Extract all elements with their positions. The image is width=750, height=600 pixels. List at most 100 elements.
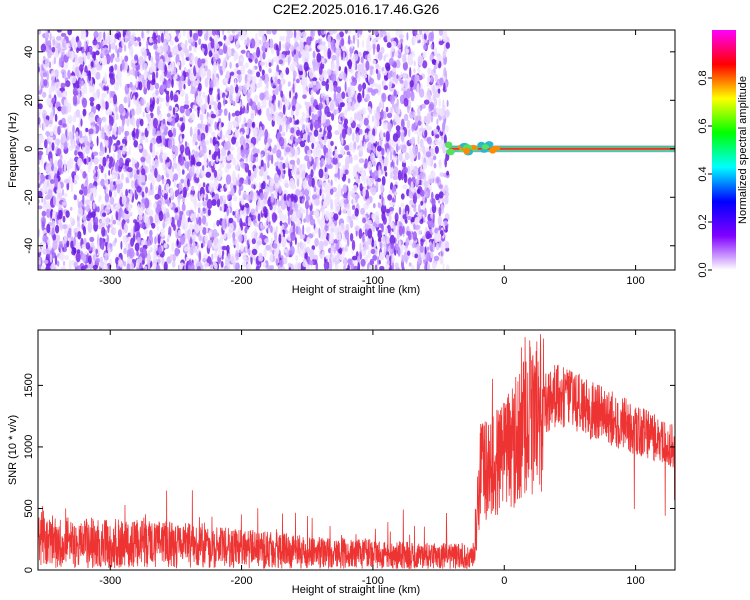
noise-blob	[133, 140, 138, 148]
noise-blob	[413, 36, 416, 45]
noise-blob	[202, 227, 207, 235]
noise-blob	[240, 149, 246, 157]
noise-blob	[215, 110, 219, 116]
noise-blob	[308, 68, 315, 79]
noise-blob	[164, 126, 169, 131]
noise-blob	[287, 30, 294, 39]
noise-blob	[272, 94, 276, 101]
noise-blob	[275, 86, 279, 96]
noise-blob	[374, 121, 377, 128]
noise-blob	[115, 211, 119, 221]
noise-blob	[88, 85, 94, 94]
noise-blob	[80, 118, 83, 127]
noise-blob	[185, 48, 190, 58]
noise-blob	[301, 198, 305, 204]
noise-blob	[63, 162, 67, 174]
noise-blob	[166, 64, 172, 72]
noise-blob	[251, 238, 256, 245]
noise-blob	[45, 253, 51, 262]
noise-blob	[205, 221, 209, 227]
noise-blob	[240, 64, 246, 75]
noise-blob	[339, 102, 345, 108]
noise-blob	[231, 187, 235, 197]
noise-blob	[133, 41, 138, 47]
noise-blob	[267, 138, 273, 144]
noise-blob	[39, 180, 43, 185]
noise-blob	[353, 154, 359, 161]
noise-blob	[191, 54, 195, 62]
noise-blob	[328, 211, 335, 218]
noise-blob	[235, 95, 239, 103]
noise-blob	[268, 224, 271, 229]
noise-blob	[162, 42, 169, 53]
noise-blob	[362, 188, 366, 198]
noise-blob	[92, 202, 96, 210]
noise-blob	[416, 33, 421, 41]
noise-blob	[376, 43, 380, 53]
noise-blob	[402, 157, 407, 163]
noise-blob	[357, 255, 361, 265]
noise-blob	[125, 188, 129, 197]
noise-blob	[104, 137, 109, 148]
noise-blob	[45, 162, 51, 174]
noise-blob	[294, 92, 298, 100]
noise-blob	[444, 104, 446, 110]
noise-blob	[269, 204, 273, 211]
noise-blob	[266, 186, 270, 196]
noise-blob	[371, 115, 375, 123]
noise-blob	[168, 105, 173, 111]
noise-blob	[207, 209, 211, 216]
noise-blob	[238, 179, 243, 188]
noise-blob	[100, 130, 105, 140]
noise-blob	[290, 214, 295, 222]
noise-blob	[82, 253, 87, 263]
noise-blob	[249, 190, 254, 200]
noise-blob	[38, 30, 41, 35]
noise-blob	[317, 44, 323, 50]
noise-blob	[351, 240, 356, 251]
noise-blob	[163, 193, 168, 200]
noise-blob	[385, 65, 391, 72]
noise-blob	[313, 114, 319, 122]
noise-blob	[213, 169, 218, 178]
noise-blob	[408, 231, 412, 241]
noise-blob	[422, 38, 425, 44]
noise-blob	[38, 116, 41, 125]
noise-blob	[379, 194, 382, 200]
noise-blob	[90, 67, 97, 76]
noise-blob	[404, 204, 410, 216]
noise-blob	[121, 138, 127, 144]
noise-blob	[326, 119, 331, 127]
noise-blob	[383, 157, 389, 167]
noise-blob	[244, 62, 249, 69]
noise-blob	[439, 172, 445, 177]
noise-blob	[40, 173, 45, 182]
noise-blob	[46, 70, 49, 81]
noise-blob	[256, 164, 259, 173]
noise-blob	[205, 171, 212, 178]
noise-blob	[436, 108, 443, 116]
noise-blob	[76, 265, 81, 270]
noise-blob	[190, 213, 195, 222]
noise-blob	[199, 113, 204, 121]
noise-blob	[326, 156, 331, 165]
noise-blob	[95, 71, 101, 80]
noise-blob	[426, 252, 432, 262]
noise-blob	[413, 68, 416, 74]
noise-blob	[135, 258, 140, 268]
noise-blob	[347, 264, 350, 270]
noise-blob	[182, 213, 185, 224]
noise-blob	[294, 150, 297, 159]
noise-blob	[83, 84, 88, 95]
noise-blob	[358, 158, 365, 164]
noise-blob	[282, 43, 285, 49]
noise-blob	[173, 94, 179, 103]
noise-blob	[277, 169, 281, 176]
noise-blob	[197, 206, 201, 214]
noise-blob	[346, 151, 351, 156]
noise-blob	[325, 254, 331, 260]
noise-blob	[420, 200, 424, 206]
noise-blob	[184, 39, 188, 48]
noise-blob	[317, 216, 320, 225]
